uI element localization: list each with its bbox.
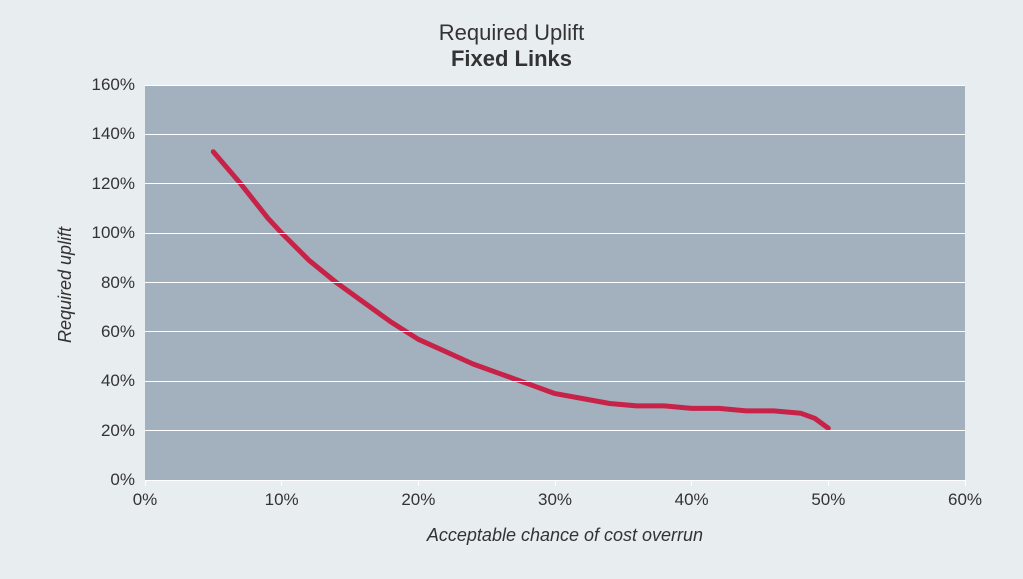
x-tick-label: 10% [265, 490, 299, 510]
y-tick-label: 40% [75, 371, 135, 391]
y-gridline [145, 430, 965, 431]
x-tick-mark [828, 480, 829, 486]
x-tick-mark [555, 480, 556, 486]
y-tick-label: 120% [75, 174, 135, 194]
x-tick-mark [281, 480, 282, 486]
y-gridline [145, 85, 965, 86]
y-gridline [145, 183, 965, 184]
y-gridline [145, 233, 965, 234]
x-tick-mark [965, 480, 966, 486]
x-tick-label: 20% [401, 490, 435, 510]
y-gridline [145, 381, 965, 382]
x-tick-label: 30% [538, 490, 572, 510]
y-tick-label: 20% [75, 421, 135, 441]
y-gridline [145, 331, 965, 332]
y-gridline [145, 134, 965, 135]
x-tick-label: 60% [948, 490, 982, 510]
chart-container: Required Uplift Fixed Links Required upl… [0, 0, 1023, 579]
series-line [213, 152, 828, 429]
y-tick-label: 140% [75, 124, 135, 144]
x-tick-label: 40% [675, 490, 709, 510]
y-gridline [145, 282, 965, 283]
y-tick-label: 0% [75, 470, 135, 490]
x-tick-mark [691, 480, 692, 486]
x-tick-label: 50% [811, 490, 845, 510]
y-tick-label: 160% [75, 75, 135, 95]
x-axis-title: Acceptable chance of cost overrun [405, 525, 725, 546]
x-tick-mark [145, 480, 146, 486]
y-tick-label: 80% [75, 273, 135, 293]
y-axis-title: Required uplift [55, 226, 76, 342]
x-tick-mark [418, 480, 419, 486]
y-tick-label: 60% [75, 322, 135, 342]
x-tick-label: 0% [133, 490, 158, 510]
y-tick-label: 100% [75, 223, 135, 243]
